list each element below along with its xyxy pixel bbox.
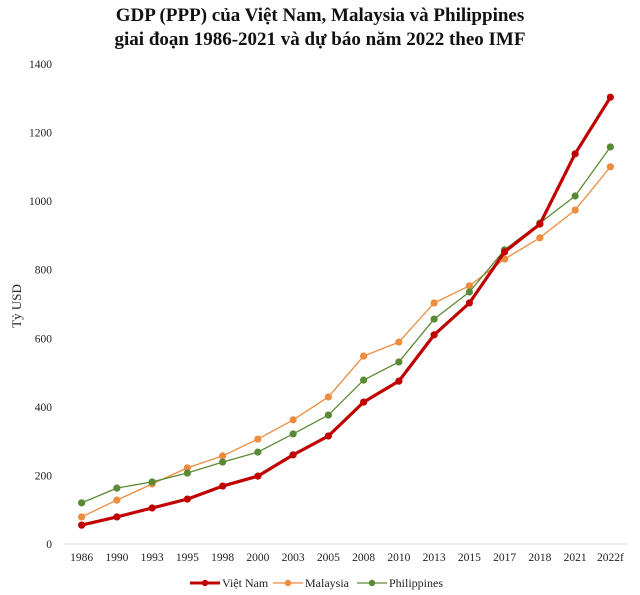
x-axis-ticks: 1986 1990 1993 1995 1998 2000 2003 2005 2008 2010… xyxy=(70,552,624,564)
data-point xyxy=(254,448,262,456)
data-point xyxy=(78,521,86,529)
data-point xyxy=(465,299,473,307)
data-point xyxy=(324,411,332,419)
x-tick-label: 1998 xyxy=(211,552,234,564)
data-point xyxy=(360,398,368,406)
data-point xyxy=(289,430,297,438)
series-line xyxy=(81,166,611,518)
series-vi-t-nam xyxy=(78,93,614,529)
data-point xyxy=(360,376,368,384)
y-tick-label: 600 xyxy=(35,333,53,345)
data-point xyxy=(395,358,403,366)
legend-label: Việt Nam xyxy=(222,576,269,590)
x-tick-label: 2022f xyxy=(597,552,624,564)
x-tick-label: 2010 xyxy=(387,552,410,564)
legend-marker xyxy=(201,579,209,587)
y-tick-label: 1200 xyxy=(29,128,52,140)
series-line xyxy=(81,146,611,504)
legend-item: Philippines xyxy=(357,576,443,590)
data-point xyxy=(536,234,544,242)
data-point xyxy=(536,220,544,228)
x-tick-label: 1993 xyxy=(141,552,164,564)
y-tick-label: 800 xyxy=(35,265,53,277)
legend-label: Philippines xyxy=(389,576,443,590)
data-point xyxy=(289,451,297,459)
data-point xyxy=(183,495,191,503)
data-point xyxy=(254,472,262,480)
data-point xyxy=(571,206,579,214)
data-point xyxy=(360,352,368,360)
series-malaysia xyxy=(78,163,614,521)
y-tick-label: 400 xyxy=(35,402,53,414)
data-point xyxy=(289,416,297,424)
data-point xyxy=(465,288,473,296)
data-point xyxy=(148,478,156,486)
data-point xyxy=(430,331,438,339)
data-point xyxy=(219,452,227,460)
data-point xyxy=(183,469,191,477)
data-point xyxy=(571,150,579,158)
chart-title-line-2: giai đoạn 1986-2021 và dự báo năm 2022 t… xyxy=(114,29,526,50)
x-tick-label: 1986 xyxy=(70,552,93,564)
x-tick-label: 2017 xyxy=(493,552,516,564)
x-tick-label: 1990 xyxy=(105,552,128,564)
y-tick-label: 1400 xyxy=(29,59,52,71)
series-layer xyxy=(78,93,614,529)
data-point xyxy=(78,513,86,521)
data-point xyxy=(78,499,86,507)
data-point xyxy=(324,432,332,440)
legend: Việt Nam Malaysia Philippines xyxy=(190,576,443,590)
data-point xyxy=(606,163,614,171)
legend-item: Malaysia xyxy=(273,576,350,590)
data-point xyxy=(606,93,614,101)
data-point xyxy=(324,393,332,401)
legend-label: Malaysia xyxy=(305,576,350,590)
x-tick-label: 2005 xyxy=(317,552,340,564)
series-line xyxy=(81,96,612,527)
data-point xyxy=(219,482,227,490)
data-point xyxy=(254,435,262,443)
chart-title-line-1: GDP (PPP) của Việt Nam, Malaysia và Phil… xyxy=(115,5,525,26)
y-tick-label: 1000 xyxy=(29,196,52,208)
y-tick-label: 200 xyxy=(35,470,53,482)
data-point xyxy=(395,377,403,385)
y-tick-label: 0 xyxy=(46,539,52,551)
data-point xyxy=(430,315,438,323)
x-tick-label: 2000 xyxy=(246,552,269,564)
data-point xyxy=(183,464,191,472)
legend-marker xyxy=(368,579,376,587)
data-point xyxy=(113,484,121,492)
data-point xyxy=(219,458,227,466)
data-point xyxy=(395,338,403,346)
legend-marker xyxy=(284,579,292,587)
x-tick-label: 2013 xyxy=(423,552,446,564)
series-philippines xyxy=(78,143,614,507)
data-point xyxy=(148,504,156,512)
x-tick-label: 2008 xyxy=(352,552,375,564)
x-tick-label: 2015 xyxy=(458,552,481,564)
x-tick-label: 2003 xyxy=(282,552,305,564)
chart-title: GDP (PPP) của Việt Nam, Malaysia và Phil… xyxy=(0,4,640,52)
x-tick-label: 2021 xyxy=(564,552,587,564)
y-axis-label: Tỷ USD xyxy=(9,284,24,328)
data-point xyxy=(571,192,579,200)
data-point xyxy=(465,282,473,290)
data-point xyxy=(113,513,121,521)
data-point xyxy=(606,143,614,151)
data-point xyxy=(113,496,121,504)
data-point xyxy=(501,248,509,256)
y-axis-ticks: 0 200 400 600 800 1000 1200 1400 xyxy=(29,59,52,551)
data-point xyxy=(430,299,438,307)
x-tick-label: 1995 xyxy=(176,552,199,564)
legend-item: Việt Nam xyxy=(190,576,269,590)
x-tick-label: 2018 xyxy=(528,552,551,564)
